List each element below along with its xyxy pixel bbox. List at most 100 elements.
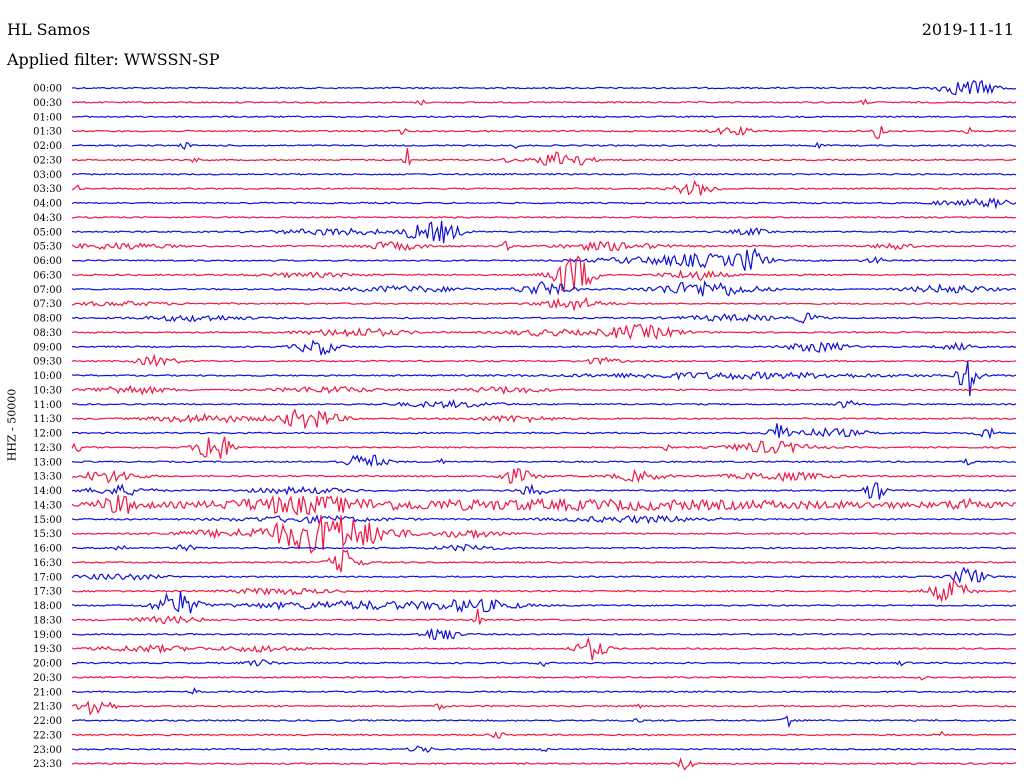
time-tick-label: 04:00	[33, 199, 62, 210]
time-tick-label: 23:00	[33, 745, 62, 756]
seismogram-trace	[71, 658, 1017, 668]
time-tick-label: 02:30	[33, 155, 62, 166]
time-tick-label: 20:00	[33, 659, 62, 670]
seismogram-trace	[71, 700, 1017, 716]
seismogram-trace	[71, 323, 1017, 341]
time-tick-label: 08:30	[33, 328, 62, 339]
seismogram-trace	[71, 745, 1017, 753]
time-tick-label: 11:30	[33, 414, 62, 425]
time-tick-label: 12:30	[33, 443, 62, 454]
seismogram-trace	[71, 247, 1017, 271]
filter-label: Applied filter: WWSSN-SP	[7, 50, 220, 69]
seismogram-trace	[71, 179, 1017, 196]
seismogram-trace	[71, 482, 1017, 500]
time-tick-label: 10:30	[33, 385, 62, 396]
time-tick-label: 21:30	[33, 702, 62, 713]
time-tick-label: 00:00	[33, 84, 62, 95]
seismogram-trace	[71, 467, 1017, 484]
seismogram-trace	[71, 757, 1017, 771]
time-tick-label: 12:00	[33, 429, 62, 440]
time-tick-label: 06:00	[33, 256, 62, 267]
seismogram-trace	[71, 115, 1017, 119]
time-tick-label: 14:00	[33, 486, 62, 497]
time-tick-label: 06:30	[33, 270, 62, 281]
time-tick-label: 10:00	[33, 371, 62, 382]
seismogram-trace	[71, 312, 1017, 324]
seismogram-trace	[71, 172, 1017, 176]
seismogram-trace	[71, 296, 1016, 312]
time-tick-label: 13:00	[33, 457, 62, 468]
seismogram-trace	[71, 608, 1016, 625]
seismogram-trace	[71, 628, 1017, 640]
seismogram-trace	[71, 79, 1017, 96]
time-tick-label: 07:00	[33, 285, 62, 296]
seismogram-trace	[71, 216, 1017, 219]
time-tick-label: 20:30	[33, 673, 62, 684]
time-tick-label: 03:00	[33, 170, 62, 181]
time-tick-label: 14:30	[33, 500, 62, 511]
seismogram-trace	[71, 730, 1017, 739]
seismogram-trace	[71, 423, 1017, 440]
time-tick-label: 15:30	[33, 529, 62, 540]
seismogram-trace	[71, 339, 1016, 356]
time-tick-label: 18:30	[33, 615, 62, 626]
time-tick-label: 04:30	[33, 213, 62, 224]
time-tick-label: 15:00	[33, 515, 62, 526]
time-tick-label: 09:30	[33, 357, 62, 368]
seismogram-trace	[71, 636, 1017, 661]
seismogram-trace	[71, 566, 1017, 584]
time-tick-label: 07:30	[33, 299, 62, 310]
seismogram-trace	[71, 514, 1017, 525]
seismogram-trace	[71, 384, 1017, 396]
time-tick-label: 01:00	[33, 112, 62, 123]
seismogram-trace	[71, 687, 1017, 695]
time-tick-label: 16:30	[33, 558, 62, 569]
seismogram-trace	[71, 515, 1017, 554]
time-tick-label: 01:30	[33, 127, 62, 138]
seismogram-trace	[71, 98, 1017, 106]
time-tick-label: 21:00	[33, 687, 62, 698]
time-tick-label: 13:30	[33, 472, 62, 483]
time-tick-label: 09:00	[33, 342, 62, 353]
seismogram-trace	[71, 398, 1017, 409]
seismogram-trace	[71, 240, 1017, 252]
seismogram-trace	[71, 360, 1017, 397]
time-tick-label: 11:00	[33, 400, 62, 411]
seismogram-trace	[71, 675, 1017, 681]
time-tick-label: 03:30	[33, 184, 62, 195]
time-tick-label: 22:00	[33, 716, 62, 727]
seismogram-trace	[71, 148, 1017, 167]
seismogram-trace	[71, 280, 1017, 297]
seismogram-trace	[71, 436, 1017, 459]
time-tick-label: 16:00	[33, 544, 62, 555]
station-title: HL Samos	[7, 20, 91, 39]
seismogram-trace	[71, 715, 1017, 729]
time-tick-label: 18:00	[33, 601, 62, 612]
seismogram-trace	[71, 353, 1017, 368]
time-tick-label: 02:00	[33, 141, 62, 152]
time-tick-label: 05:30	[33, 242, 62, 253]
seismogram-trace	[71, 544, 1017, 552]
seismogram-trace	[71, 408, 1017, 430]
time-tick-label: 00:30	[33, 98, 62, 109]
time-tick-label: 22:30	[33, 730, 62, 741]
date-label: 2019-11-11	[921, 20, 1014, 39]
time-tick-label: 17:30	[33, 587, 62, 598]
time-tick-label: 23:30	[33, 759, 62, 770]
seismogram-trace	[71, 141, 1017, 150]
seismogram-trace	[71, 591, 1017, 614]
seismogram-trace	[71, 125, 1017, 140]
seismogram-trace	[71, 197, 1017, 210]
time-tick-label: 05:00	[33, 227, 62, 238]
seismogram-trace	[71, 454, 1017, 468]
time-tick-label: 08:00	[33, 314, 62, 325]
seismogram-trace	[71, 494, 1017, 517]
seismogram-trace	[71, 548, 1017, 573]
time-tick-label: 19:00	[33, 630, 62, 641]
seismogram-trace	[71, 220, 1017, 244]
time-tick-label: 19:30	[33, 644, 62, 655]
seismogram-trace	[71, 255, 1017, 292]
time-tick-label: 17:00	[33, 572, 62, 583]
seismogram-trace	[71, 579, 1017, 603]
